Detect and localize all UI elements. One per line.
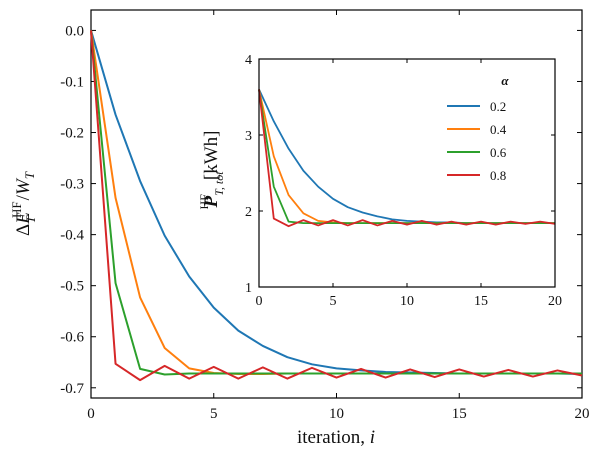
inset-x-tick-label: 20 <box>548 294 562 309</box>
legend-label-0.6: 0.6 <box>490 145 507 160</box>
inset-x-tick-label: 0 <box>256 294 263 309</box>
inset-y-title-var: P <box>201 196 222 209</box>
y-title-var2: W <box>13 177 34 195</box>
inset-y-axis-title: PT, totHF [kWh] <box>197 131 226 210</box>
main-y-tick-label: -0.4 <box>60 228 84 244</box>
main-x-tick-label: 20 <box>575 406 590 422</box>
main-x-tick-label: 5 <box>210 406 218 422</box>
main-x-tick-label: 10 <box>329 406 344 422</box>
inset-series-group <box>258 89 556 228</box>
inset-y-tick-label: 1 <box>245 281 252 296</box>
main-series-line-0.6 <box>90 30 582 376</box>
inset-y-tick-label: 4 <box>245 53 252 68</box>
main-y-tick-label: 0.0 <box>65 23 84 39</box>
inset-y-title-unit: [kWh] <box>201 131 222 181</box>
inset-y-tick-label: 3 <box>245 129 252 144</box>
legend-label-0.2: 0.2 <box>490 99 506 114</box>
main-y-tick-label: -0.7 <box>60 381 84 397</box>
inset-y-title-sup: HF <box>197 194 211 210</box>
legend-label-0.8: 0.8 <box>490 168 506 183</box>
y-title-sup: HF <box>9 201 24 218</box>
legend-label-0.4: 0.4 <box>490 122 507 137</box>
main-x-tick-label: 15 <box>452 406 467 422</box>
main-x-tick-label: 0 <box>87 406 95 422</box>
y-title-slash: / <box>13 194 34 200</box>
y-title-sub: T <box>23 215 38 223</box>
main-series-line-0.8 <box>90 30 583 382</box>
inset-x-tick-label: 15 <box>474 294 488 309</box>
y-title-sub2: T <box>22 171 37 179</box>
inset-x-tick-label: 5 <box>330 294 337 309</box>
main-x-axis-title: iteration, i <box>297 427 375 448</box>
inset-ticks: 0 5 10 15 20 1 2 3 4 <box>245 53 562 309</box>
inset-y-tick-label: 2 <box>245 205 252 220</box>
main-y-tick-label: -0.5 <box>60 279 84 295</box>
y-title-delta: Δ <box>13 224 34 236</box>
main-y-tick-label: -0.2 <box>60 126 84 142</box>
main-series-group <box>90 30 583 382</box>
x-title-main: iteration, <box>297 427 370 448</box>
legend-title: α <box>501 73 509 88</box>
inset-x-tick-label: 10 <box>400 294 414 309</box>
main-y-tick-label: -0.1 <box>60 74 84 90</box>
inset-y-title-sub: T, tot <box>212 171 226 196</box>
main-y-tick-label: -0.3 <box>60 177 84 193</box>
x-title-variable: i <box>370 427 375 448</box>
inset-legend: α 0.2 0.4 0.6 0.8 <box>447 73 509 183</box>
main-ticks: 0 5 10 15 200.0-0.1-0.2-0.3-0.4-0.5-0.6-0.7 <box>60 10 590 422</box>
main-y-tick-label: -0.6 <box>60 330 84 346</box>
y-title-var: E <box>13 212 34 225</box>
main-y-axis-title: ΔETHF/WT <box>9 171 38 236</box>
inset-background <box>259 59 555 287</box>
inset-series-line-0.8 <box>258 89 556 228</box>
